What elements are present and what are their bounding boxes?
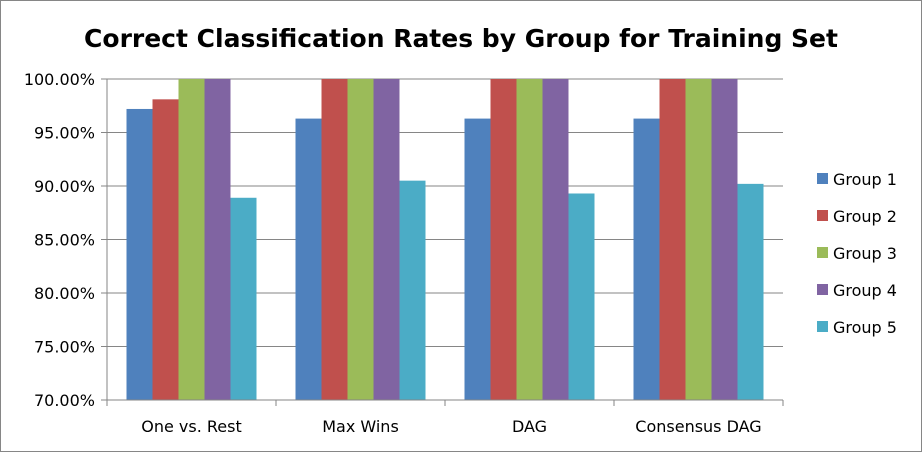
bar-group-2 bbox=[490, 79, 517, 400]
bar-group-5 bbox=[737, 183, 764, 400]
legend-swatch bbox=[817, 284, 828, 295]
y-tick-label: 70.00% bbox=[34, 391, 95, 410]
bar-group-1 bbox=[464, 118, 491, 400]
legend: Group 1 Group 2 Group 3 Group 4 Group 5 bbox=[817, 170, 897, 337]
bars bbox=[126, 79, 764, 401]
x-tick-label: Consensus DAG bbox=[635, 417, 761, 436]
bar-group-5 bbox=[230, 197, 257, 400]
bar-group-1 bbox=[295, 118, 322, 400]
bar-group-5 bbox=[399, 180, 426, 400]
legend-swatch bbox=[817, 321, 828, 332]
legend-label: Group 4 bbox=[833, 281, 897, 300]
bar-group-3 bbox=[347, 79, 374, 400]
legend-swatch bbox=[817, 247, 828, 258]
y-tick-label: 85.00% bbox=[34, 231, 95, 250]
y-tick-label: 90.00% bbox=[34, 177, 95, 196]
axes: 70.00% 75.00% 80.00% 85.00% 90.00% 95.00% 100.… bbox=[24, 70, 784, 436]
chart-title: Correct Classification Rates by Group fo… bbox=[84, 24, 838, 53]
bar-group-2 bbox=[659, 79, 686, 400]
legend-swatch bbox=[817, 210, 828, 221]
bar-group-4 bbox=[711, 79, 738, 400]
bar-group-5 bbox=[568, 193, 595, 400]
x-tick-label: DAG bbox=[512, 417, 547, 436]
bar-group-4 bbox=[204, 79, 231, 400]
legend-label: Group 2 bbox=[833, 207, 897, 226]
bar-group-1 bbox=[126, 108, 153, 401]
legend-label: Group 3 bbox=[833, 244, 897, 263]
x-tick-label: One vs. Rest bbox=[141, 417, 242, 436]
bar-group-4 bbox=[373, 79, 400, 400]
y-tick-label: 80.00% bbox=[34, 284, 95, 303]
legend-label: Group 5 bbox=[833, 318, 897, 337]
y-tick-label: 75.00% bbox=[34, 338, 95, 357]
bar-group-3 bbox=[516, 79, 543, 400]
bar-group-4 bbox=[542, 79, 569, 400]
bar-group-3 bbox=[685, 79, 712, 400]
legend-swatch bbox=[817, 173, 828, 184]
y-tick-label: 95.00% bbox=[34, 124, 95, 143]
x-tick-label: Max Wins bbox=[322, 417, 399, 436]
bar-group-3 bbox=[178, 79, 205, 400]
legend-label: Group 1 bbox=[833, 170, 897, 189]
y-tick-label: 100.00% bbox=[24, 70, 95, 89]
bar-group-2 bbox=[321, 79, 348, 400]
bar-group-1 bbox=[633, 118, 660, 400]
bar-group-2 bbox=[152, 99, 179, 400]
